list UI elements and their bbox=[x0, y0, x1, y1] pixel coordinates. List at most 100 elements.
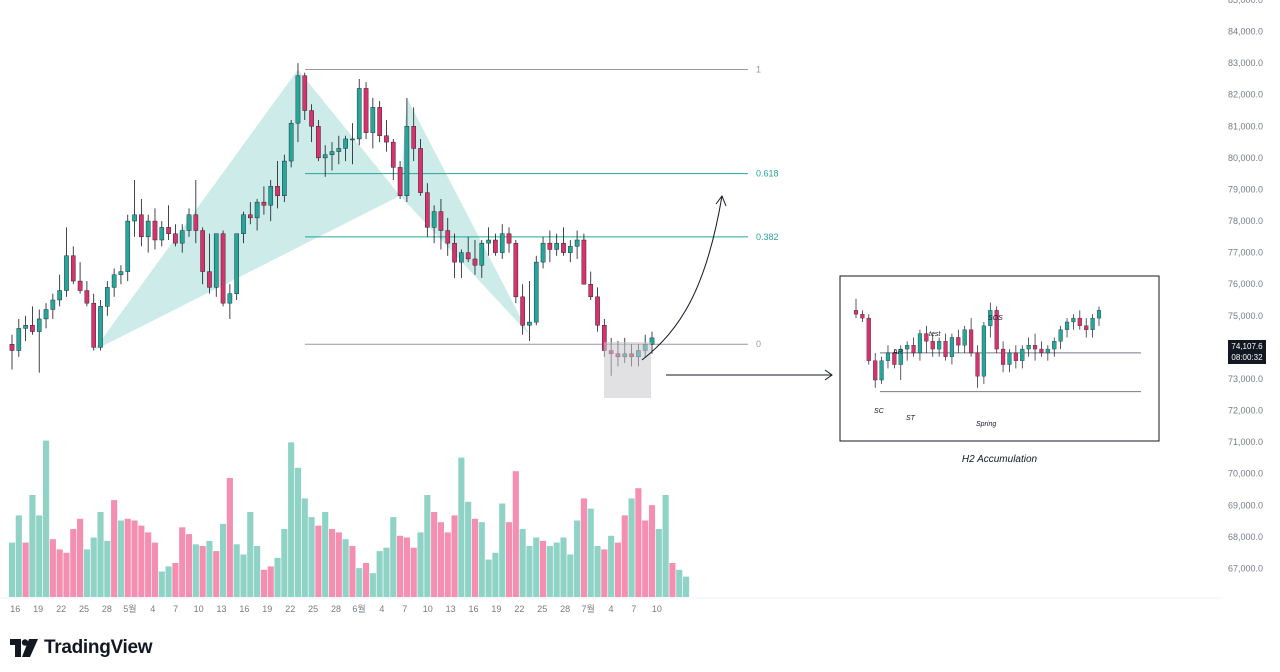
volume-bar bbox=[83, 549, 90, 597]
tradingview-logo[interactable]: TradingView bbox=[10, 636, 153, 660]
y-tick-label: 71,000.0 bbox=[1228, 437, 1263, 447]
x-tick-label: 16 bbox=[469, 604, 479, 614]
volume-bar bbox=[206, 540, 213, 597]
bearish-candle bbox=[200, 230, 205, 272]
bullish-candle bbox=[118, 271, 124, 275]
bullish-candle bbox=[350, 138, 355, 141]
bullish-candle bbox=[64, 255, 69, 291]
volume-bar bbox=[165, 566, 172, 597]
price-candles bbox=[9, 63, 655, 376]
bullish-candle bbox=[132, 214, 137, 222]
volume-bar bbox=[451, 515, 458, 597]
volume-bar bbox=[315, 525, 322, 597]
bullish-candle bbox=[459, 252, 464, 263]
x-tick-label: 25 bbox=[308, 604, 318, 614]
inset-bearish-candle bbox=[1039, 348, 1044, 354]
inset-bearish-candle bbox=[1032, 345, 1038, 350]
bullish-candle bbox=[649, 337, 655, 345]
volume-bar bbox=[682, 576, 690, 597]
volume-bar bbox=[49, 539, 56, 597]
volume-bar bbox=[478, 522, 485, 597]
volume-bar bbox=[240, 554, 247, 597]
bearish-candle bbox=[397, 167, 403, 196]
fibonacci-retracement[interactable]: 1 0.618 0.382 0 bbox=[305, 64, 779, 349]
volume-bar bbox=[519, 529, 526, 597]
volume-bar bbox=[335, 532, 342, 597]
y-tick-label: 78,000.0 bbox=[1228, 216, 1263, 226]
x-tick-label: 19 bbox=[262, 604, 272, 614]
projection-arrow bbox=[641, 195, 723, 361]
bullish-candle bbox=[268, 186, 274, 206]
volume-bar bbox=[655, 529, 662, 597]
bullish-candle bbox=[431, 211, 437, 228]
x-tick-label: 10 bbox=[194, 604, 204, 614]
x-tick-label: 4 bbox=[150, 604, 155, 614]
inset-bullish-candle bbox=[1045, 348, 1050, 354]
volume-bar bbox=[397, 535, 404, 597]
volume-bar bbox=[362, 563, 370, 597]
bearish-candle bbox=[384, 135, 389, 143]
volume-bar bbox=[512, 471, 519, 597]
volume-bar bbox=[485, 559, 492, 597]
volume-bar bbox=[383, 547, 390, 597]
inset-bullish-candle bbox=[962, 329, 967, 346]
bearish-candle bbox=[152, 220, 158, 241]
bearish-candle bbox=[77, 280, 83, 291]
bullish-candle bbox=[282, 160, 287, 196]
volume-bar bbox=[499, 503, 506, 597]
volume-bar bbox=[301, 498, 308, 597]
x-tick-label: 10 bbox=[423, 604, 433, 614]
bullish-candle bbox=[404, 126, 410, 196]
volume-bar bbox=[444, 532, 451, 597]
x-tick-label: 28 bbox=[331, 604, 341, 614]
bearish-candle bbox=[561, 242, 566, 253]
bearish-candle bbox=[30, 325, 35, 332]
bearish-candle bbox=[91, 302, 97, 348]
y-tick-label: 75,000.0 bbox=[1228, 311, 1263, 321]
volume-bar bbox=[220, 523, 227, 597]
x-tick-label: 22 bbox=[56, 604, 66, 614]
y-tick-label: 73,000.0 bbox=[1228, 374, 1263, 384]
inset-bearish-candle bbox=[930, 341, 935, 350]
volume-bar bbox=[145, 532, 152, 597]
bearish-candle bbox=[309, 110, 314, 127]
inset-bullish-candle bbox=[981, 325, 986, 377]
volume-bar bbox=[662, 495, 669, 597]
x-tick-label: 13 bbox=[446, 604, 456, 614]
bearish-candle bbox=[445, 230, 451, 244]
volume-bar bbox=[138, 525, 145, 597]
bullish-candle bbox=[111, 274, 117, 288]
time-axis[interactable]: 16 19 22 25 28 5월 4 7 10 13 16 19 22 25 28 6월 4 7 10 13 16 19… bbox=[10, 603, 662, 614]
bullish-candle bbox=[567, 246, 573, 253]
arrow-head-icon bbox=[715, 194, 727, 207]
x-tick-label: 16 bbox=[10, 604, 20, 614]
volume-bar bbox=[594, 546, 601, 597]
bullish-candle bbox=[533, 261, 539, 323]
annotations bbox=[604, 194, 833, 398]
bearish-candle bbox=[581, 239, 587, 285]
pattern-xab-triangle bbox=[93, 69, 401, 351]
bullish-candle bbox=[105, 287, 110, 307]
bearish-candle bbox=[84, 290, 90, 304]
bearish-candle bbox=[275, 186, 280, 196]
volume-bar bbox=[56, 549, 63, 597]
inset-bullish-candle bbox=[949, 337, 954, 357]
bullish-candle bbox=[50, 299, 56, 310]
volume-bar bbox=[587, 508, 594, 597]
bearish-candle bbox=[247, 214, 253, 219]
y-tick-label: 67,000.0 bbox=[1228, 563, 1263, 573]
bearish-candle bbox=[425, 192, 430, 228]
bullish-candle bbox=[254, 201, 260, 219]
bullish-candle bbox=[343, 138, 348, 149]
volume-bar bbox=[179, 527, 186, 597]
bullish-candle bbox=[322, 154, 328, 159]
wyckoff-label: ST bbox=[906, 415, 916, 422]
x-tick-label: 6월 bbox=[352, 603, 365, 614]
inset-caption: H2 Accumulation bbox=[962, 454, 1038, 465]
x-tick-label: 5월 bbox=[123, 603, 136, 614]
price-axis[interactable]: 67,000.0 68,000.0 69,000.0 70,000.0 71,000.0… bbox=[1228, 0, 1263, 573]
bearish-candle bbox=[173, 233, 178, 244]
pattern-bcd-triangle bbox=[400, 97, 530, 335]
volume-bar bbox=[465, 501, 472, 597]
